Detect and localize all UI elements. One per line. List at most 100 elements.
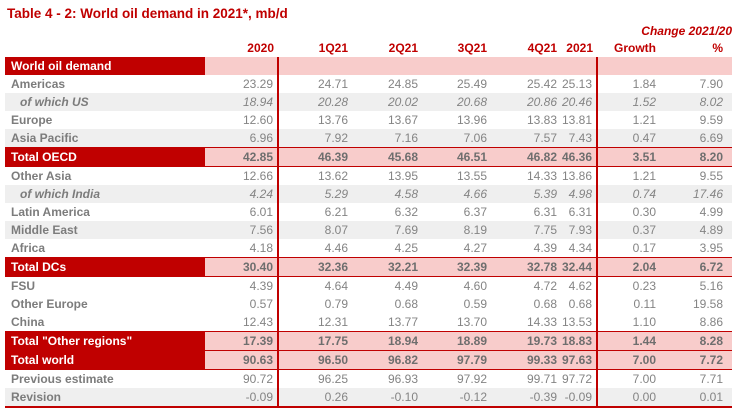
cell-2020: 30.40 (205, 257, 279, 277)
cell-3q21: 0.59 (463, 297, 487, 311)
cell-3q21: 7.06 (422, 129, 491, 148)
cell-4q21: 25.42 (526, 77, 557, 91)
cell-: 7.72 (660, 350, 732, 370)
data-row: Revision -0.09 0.26 -0.10 -0.12 -0.39 -0.09 0.0… (5, 388, 732, 408)
cell-2021: 4.98 (561, 185, 598, 203)
cell-2021: 7.43 (561, 129, 598, 148)
data-row: FSU 4.39 4.64 4.49 4.60 4.72 4.62 0.23 5.16 (5, 276, 732, 295)
cell-2020: -0.09 (205, 388, 279, 408)
cell-growth: 0.17 (632, 241, 656, 255)
column-header-: % (660, 39, 732, 57)
cell-3q21: 25.49 (456, 77, 487, 91)
change-2021-20-label: Change 2021/20 (641, 24, 732, 38)
cell-2020: 90.63 (205, 350, 279, 370)
cell-1q21: 17.75 (278, 331, 352, 351)
cell-3q21: 97.79 (422, 350, 491, 370)
column-header-empty (5, 39, 205, 57)
cell-1q21: 24.71 (317, 77, 348, 91)
cell-: 9.59 (699, 113, 723, 127)
cell-3q21: 13.96 (456, 113, 487, 127)
cell-growth: 0.74 (597, 185, 660, 203)
cell-growth: 3.51 (597, 147, 660, 167)
row-label: Total OECD (5, 147, 205, 167)
row-label: Total DCs (5, 257, 205, 277)
cell-4q21: -0.39 (491, 388, 561, 408)
cell-1q21: 0.79 (324, 297, 348, 311)
cell-2020: 4.24 (205, 185, 279, 203)
cell-growth: 0.37 (597, 221, 660, 239)
total-row: Total "Other regions" 17.39 17.75 18.94 18.8… (5, 331, 732, 351)
cell-4q21: 4.72 (533, 279, 557, 293)
column-header-4q21: 4Q21 (491, 39, 561, 57)
cell-2q21: 6.32 (394, 205, 418, 219)
row-label: Africa (11, 241, 46, 255)
cell-1q21: 4.46 (324, 241, 348, 255)
cell-4q21: 46.82 (491, 147, 561, 167)
cell-2020: 12.43 (205, 313, 279, 332)
cell-3q21: 4.60 (463, 279, 487, 293)
cell-2021: 13.81 (561, 111, 598, 129)
cell-2q21: 13.95 (387, 169, 418, 183)
column-header-2021: 2021 (561, 39, 597, 57)
cell-3q21: 4.27 (463, 241, 487, 255)
cell-2021: 46.36 (561, 147, 598, 167)
cell-growth: 1.44 (597, 331, 660, 351)
section-header-row: World oil demand (5, 57, 732, 75)
cell-2q21: 0.68 (394, 297, 418, 311)
cell-1q21: 4.64 (324, 279, 348, 293)
data-row: Latin America 6.01 6.21 6.32 6.37 6.31 6.31 0.3… (5, 203, 732, 221)
cell-2020: 4.39 (205, 276, 279, 295)
row-label: Revision (5, 388, 205, 408)
cell-2020: 23.29 (205, 75, 279, 93)
column-header-row: 2020 1Q21 2Q21 3Q21 4Q21 2021 Growth% (5, 39, 732, 57)
row-label: of which India (5, 185, 205, 203)
data-row: of which India 4.24 5.29 4.58 4.66 5.39 4.98 0.… (5, 185, 732, 203)
cell-2q21: 18.94 (352, 331, 422, 351)
cell-2021: 0.68 (561, 295, 598, 313)
cell-: 6.72 (660, 257, 732, 277)
cell-growth: 0.00 (597, 388, 660, 408)
cell-: 6.69 (660, 129, 732, 148)
cell-2q21: -0.10 (352, 388, 422, 408)
cell-2q21 (352, 57, 422, 75)
row-label: Other Asia (11, 169, 72, 183)
cell-growth: 0.30 (632, 205, 656, 219)
data-row: Other Europe 0.57 0.79 0.68 0.59 0.68 0.68 0.11… (5, 295, 732, 313)
cell-1q21: 20.28 (278, 93, 352, 111)
cell-1q21: 6.21 (324, 205, 348, 219)
cell-: 19.58 (692, 297, 723, 311)
cell-2q21: 4.25 (394, 241, 418, 255)
world-oil-demand-table: 2020 1Q21 2Q21 3Q21 4Q21 2021 Growth% World oi… (5, 39, 732, 408)
cell-3q21: 13.55 (456, 169, 487, 183)
cell-growth: 1.52 (597, 93, 660, 111)
column-header-growth: Growth (597, 39, 660, 57)
cell-2021: 18.83 (561, 331, 598, 351)
cell-1q21 (278, 57, 352, 75)
cell-2021: 13.86 (561, 166, 598, 185)
cell-: 8.02 (660, 93, 732, 111)
row-label: FSU (11, 279, 35, 293)
total-row: Total DCs 30.40 32.36 32.21 32.39 32.78 32.44 2… (5, 257, 732, 277)
cell-3q21: 6.37 (463, 205, 487, 219)
cell-2020: 12.60 (205, 111, 279, 129)
cell-: 8.28 (660, 331, 732, 351)
cell-3q21: 97.92 (456, 372, 487, 386)
cell-2020: 17.39 (205, 331, 279, 351)
cell- (660, 57, 732, 75)
data-row: Africa 4.18 4.46 4.25 4.27 4.39 4.34 0.17 3.95 (5, 239, 732, 258)
cell-growth: 1.21 (632, 113, 656, 127)
cell-: 8.20 (660, 147, 732, 167)
cell-4q21: 14.33 (526, 315, 557, 329)
cell-4q21: 5.39 (491, 185, 561, 203)
data-row: of which US 18.94 20.28 20.02 20.68 20.86 20.4… (5, 93, 732, 111)
cell-: 4.89 (660, 221, 732, 239)
cell-2020: 4.18 (205, 239, 279, 258)
cell-growth: 0.23 (632, 279, 656, 293)
cell-2021: -0.09 (561, 388, 598, 408)
cell-3q21: 13.70 (456, 315, 487, 329)
cell-: 17.46 (660, 185, 732, 203)
cell-growth: 7.00 (597, 350, 660, 370)
column-header-2q21: 2Q21 (352, 39, 422, 57)
table-title: Table 4 - 2: World oil demand in 2021*, … (7, 6, 288, 21)
cell-3q21 (422, 57, 491, 75)
